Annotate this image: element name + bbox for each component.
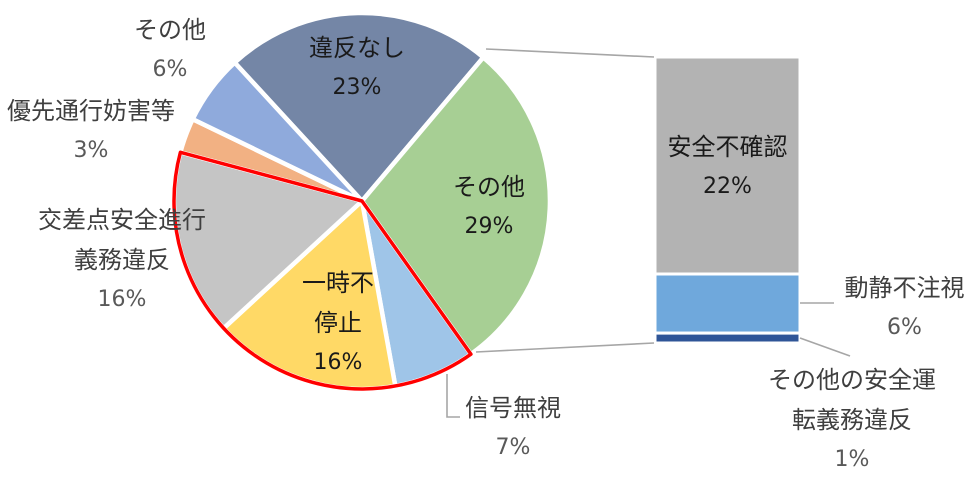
label-sonota-green: その他 29% (429, 167, 549, 247)
label-dousei-name: 動静不注視 (844, 274, 965, 302)
pie-slice-6 (190, 60, 365, 204)
label-ichiji-name2: 停止 (314, 309, 362, 337)
label-anzen-pct: 22% (703, 174, 752, 199)
label-sonota-anzen-pct: 1% (834, 447, 870, 472)
pie-slice-0 (232, 10, 486, 204)
label-ihannashi-pct: 23% (332, 75, 382, 100)
pie-plot (171, 10, 553, 392)
leader-sonota-anzen (799, 337, 851, 357)
label-kousaten-name1: 交差点安全進行 (38, 206, 206, 234)
label-shingo-name: 信号無視 (465, 394, 561, 422)
label-yusen-name: 優先通行妨害等 (7, 97, 175, 125)
label-ihannashi-name: 違反なし (309, 34, 405, 62)
label-yusen-pct: 3% (73, 138, 109, 163)
label-sonota-blue-name: その他 (134, 16, 206, 44)
bar-segment-1 (653, 272, 802, 335)
label-sonota-green-name: その他 (453, 173, 525, 201)
bar-segment-2 (653, 331, 802, 345)
highlight-outline (172, 150, 473, 391)
label-kousaten: 交差点安全進行 義務違反 16% (22, 200, 222, 320)
pie-slice-1 (359, 55, 553, 357)
label-sonota-anzen-name1: その他の安全運 (768, 366, 936, 394)
label-shingo-pct: 7% (495, 435, 531, 460)
label-ichiji-pct: 16% (313, 350, 363, 375)
label-dousei-pct: 6% (887, 315, 922, 340)
series-line-bottom (475, 342, 655, 353)
label-ichiji-name1: 一時不 (302, 269, 374, 297)
label-anzen: 安全不確認 22% (655, 127, 800, 207)
label-shingo: 信号無視 7% (448, 388, 578, 468)
label-kousaten-pct: 16% (97, 287, 147, 312)
label-sonota-anzen-name2: 転義務違反 (792, 406, 912, 434)
leader-shingo (446, 374, 460, 418)
label-sonota-green-pct: 29% (464, 214, 514, 239)
label-kousaten-name2: 義務違反 (74, 246, 170, 274)
label-ichiji: 一時不 停止 16% (282, 263, 394, 383)
label-dousei: 動静不注視 6% (832, 268, 977, 348)
series-line-top (485, 48, 655, 58)
label-sonota-blue-pct: 6% (152, 57, 188, 82)
label-sonota-anzen: その他の安全運 転義務違反 1% (757, 360, 947, 480)
breakdown-bar (653, 55, 802, 345)
label-yusen: 優先通行妨害等 3% (0, 91, 182, 171)
label-sonota-blue: その他 6% (110, 10, 230, 90)
label-anzen-name: 安全不確認 (667, 133, 788, 161)
connector-lines (446, 48, 851, 418)
label-ihannashi: 違反なし 23% (290, 28, 424, 108)
